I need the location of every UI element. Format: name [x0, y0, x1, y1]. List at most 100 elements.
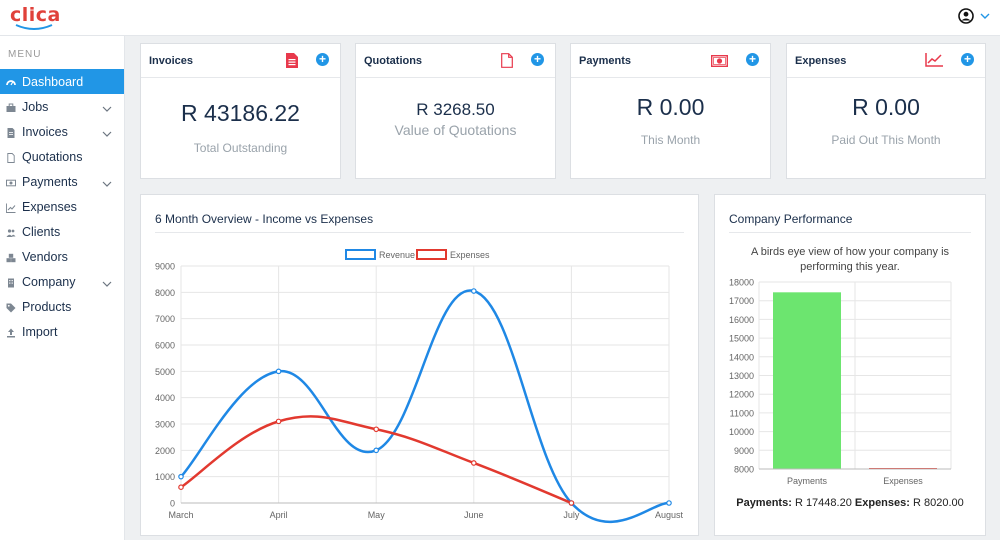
sidebar-item-products[interactable]: Products [0, 294, 124, 319]
chevron-down-icon [102, 276, 112, 290]
performance-summary: Payments: R 17448.20 Expenses: R 8020.00 [715, 497, 985, 509]
sidebar-item-label: Jobs [22, 99, 49, 114]
chevron-down-icon [980, 13, 990, 19]
x-tick-label: April [270, 510, 288, 520]
income-expenses-line-chart: 0 1000 2000 3000 4000 5000 6000 7000 8000 9000 Mar… [155, 249, 684, 524]
area-chart-icon [925, 53, 943, 67]
sidebar-item-label: Clients [22, 224, 61, 239]
y-tick-label: 10000 [729, 427, 754, 437]
sidebar: MENU Dashboard Jobs Invoices Quotations Paym… [0, 36, 125, 540]
sidebar-item-label: Vendors [22, 249, 68, 264]
sidebar-item-company[interactable]: Company [0, 269, 124, 294]
sidebar-item-quotations[interactable]: Quotations [0, 144, 124, 169]
y-tick-label: 14000 [729, 352, 754, 362]
add-expense-button[interactable]: + [961, 53, 974, 66]
overview-title: 6 Month Overview - Income vs Expenses [155, 212, 374, 226]
card-body: R 0.00 This Month [571, 94, 770, 147]
invoices-card: Invoices + R 43186.22 Total Outstanding [140, 43, 341, 179]
add-invoice-button[interactable]: + [316, 53, 329, 66]
card-title: Invoices [149, 55, 194, 67]
x-tick-label: July [563, 510, 580, 520]
payments-bar [773, 292, 841, 469]
x-tick-label: August [655, 510, 684, 520]
revenue-series-line [180, 289, 670, 524]
sidebar-item-expenses[interactable]: Expenses [0, 194, 124, 219]
y-tick-label: 4000 [155, 393, 175, 403]
chevron-down-icon [102, 176, 112, 190]
add-quotation-button[interactable]: + [531, 53, 544, 66]
document-icon [6, 152, 16, 163]
expenses-point [568, 500, 575, 506]
sidebar-item-clients[interactable]: Clients [0, 219, 124, 244]
card-title: Quotations [364, 55, 423, 67]
briefcase-icon [6, 102, 16, 112]
y-tick-label: 13000 [729, 371, 754, 381]
y-tick-label: 17000 [729, 296, 754, 306]
expenses-label: Paid Out This Month [831, 133, 941, 147]
y-tick-label: 6000 [155, 341, 175, 351]
company-performance-panel: Company Performance A birds eye view of … [714, 194, 986, 536]
revenue-point [178, 473, 184, 480]
y-tick-label: 18000 [729, 278, 754, 288]
performance-bar-chart: 8000 9000 10000 11000 12000 13000 14000 15000 16… [729, 278, 952, 486]
performance-description: A birds eye view of how your company is … [750, 246, 950, 273]
x-tick-label: Expenses [883, 476, 923, 486]
money-icon [6, 177, 16, 187]
total-outstanding-label: Total Outstanding [193, 141, 288, 155]
sidebar-item-import[interactable]: Import [0, 319, 124, 344]
payments-card: Payments + R 0.00 This Month [570, 43, 771, 179]
y-tick-label: 11000 [730, 408, 754, 418]
total-outstanding-value: R 43186.22 [181, 100, 300, 126]
logo-smile-icon [15, 24, 53, 30]
clica-logo[interactable]: clica [10, 4, 61, 30]
sidebar-item-vendors[interactable]: Vendors [0, 244, 124, 269]
sidebar-item-label: Import [22, 324, 58, 339]
y-tick-label: 16000 [729, 315, 754, 325]
money-bill-icon [711, 55, 728, 67]
sidebar-item-invoices[interactable]: Invoices [0, 119, 124, 144]
payments-label: This Month [640, 133, 701, 147]
invoice-file-icon [286, 53, 298, 68]
upload-icon [6, 327, 16, 337]
payments-summary-value: R 17448.20 [794, 497, 852, 509]
tags-icon [6, 302, 16, 312]
overview-panel: 6 Month Overview - Income vs Expenses 0 1… [140, 194, 699, 536]
y-tick-label: 3000 [155, 420, 175, 430]
panel-divider [155, 232, 684, 233]
sidebar-item-label: Invoices [22, 124, 68, 139]
sidebar-item-label: Expenses [22, 199, 77, 214]
sidebar-item-label: Company [22, 274, 76, 289]
add-payment-button[interactable]: + [746, 53, 759, 66]
card-header: Payments + [571, 44, 770, 78]
menu-title: MENU [8, 49, 42, 60]
card-body: R 43186.22 Total Outstanding [141, 100, 340, 155]
user-menu[interactable] [958, 8, 990, 24]
expenses-summary-value: R 8020.00 [912, 497, 964, 509]
expenses-point [373, 426, 380, 433]
logo-text: clica [10, 4, 61, 26]
sidebar-item-payments[interactable]: Payments [0, 169, 124, 194]
y-tick-label: 2000 [155, 446, 175, 456]
y-tick-label: 7000 [155, 314, 175, 324]
legend-label-expenses: Expenses [450, 250, 490, 260]
card-header: Expenses + [787, 44, 985, 78]
y-tick-label: 9000 [734, 446, 754, 456]
file-outline-icon [501, 53, 513, 68]
y-tick-label: 12000 [729, 390, 754, 400]
x-tick-label: March [168, 510, 193, 520]
x-tick-label: June [464, 510, 484, 520]
quotations-value: R 3268.50 [416, 100, 495, 119]
users-icon [6, 227, 16, 237]
expenses-card: Expenses + R 0.00 Paid Out This Month [786, 43, 986, 179]
expenses-point [275, 418, 282, 425]
sidebar-item-jobs[interactable]: Jobs [0, 94, 124, 119]
expenses-point [178, 484, 184, 491]
panel-divider [729, 232, 971, 233]
sidebar-item-dashboard[interactable]: Dashboard [0, 69, 124, 94]
sidebar-item-label: Products [22, 299, 72, 314]
card-title: Payments [579, 55, 631, 67]
building-icon [6, 277, 16, 287]
legend-swatch-expenses [416, 249, 447, 260]
y-tick-label: 8000 [155, 288, 175, 298]
revenue-point [666, 500, 672, 506]
